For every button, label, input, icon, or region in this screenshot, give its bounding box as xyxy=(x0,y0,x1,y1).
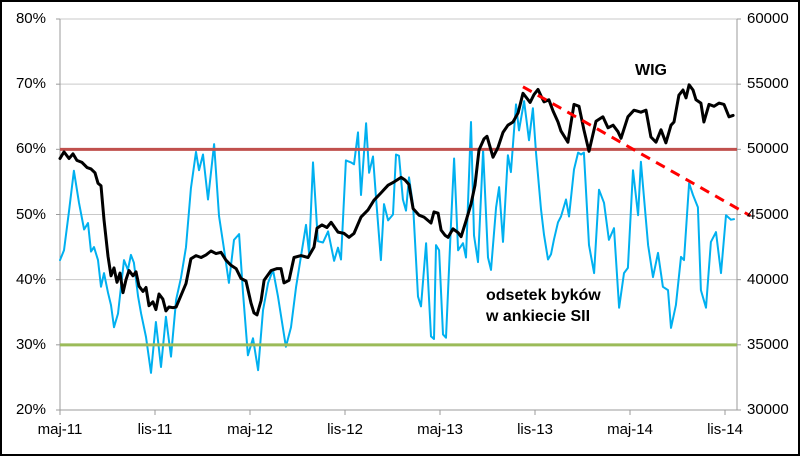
y-axis-left-tick-label: 50% xyxy=(15,205,46,223)
x-axis-tick-label: maj-14 xyxy=(607,421,653,438)
y-axis-left-tick-label: 80% xyxy=(15,10,46,27)
y-axis-left-tick-label: 40% xyxy=(15,270,46,288)
y-axis-right-tick-label: 35000 xyxy=(747,335,789,353)
y-axis-right-tick-label: 40000 xyxy=(747,270,789,288)
y-axis-left-tick-label: 20% xyxy=(15,401,46,418)
x-axis-tick-label: lis-12 xyxy=(327,421,363,438)
sii-series-label-line1: odsetek byków xyxy=(486,287,601,304)
x-axis-tick-label: maj-12 xyxy=(227,421,273,438)
downtrend-dashed-line xyxy=(522,85,752,218)
sii-series-label: odsetek byków w ankiecie SII xyxy=(486,285,601,327)
x-axis-tick-label: lis-11 xyxy=(137,421,173,438)
y-axis-left-tick-label: 30% xyxy=(15,335,46,353)
y-axis-right-tick-label: 45000 xyxy=(747,205,789,223)
y-axis-right-tick-label: 60000 xyxy=(747,10,789,27)
x-axis-tick-label: maj-11 xyxy=(37,421,83,438)
wig-series-label: WIG xyxy=(635,62,667,79)
y-axis-right-tick-label: 50000 xyxy=(747,140,789,158)
y-axis-left-tick-label: 60% xyxy=(15,140,46,158)
x-axis-tick-label: lis-14 xyxy=(707,421,743,438)
x-axis-tick-label: maj-13 xyxy=(417,421,463,438)
wig-line xyxy=(58,83,735,317)
y-axis-left-tick-label: 70% xyxy=(15,75,46,93)
sii-series-label-line2: w ankiecie SII xyxy=(486,308,591,325)
x-axis-tick-label: lis-13 xyxy=(517,421,553,438)
sii-bulls-line xyxy=(59,100,735,374)
y-axis-right-tick-label: 55000 xyxy=(747,75,789,93)
y-axis-right-tick-label: 30000 xyxy=(747,401,789,418)
